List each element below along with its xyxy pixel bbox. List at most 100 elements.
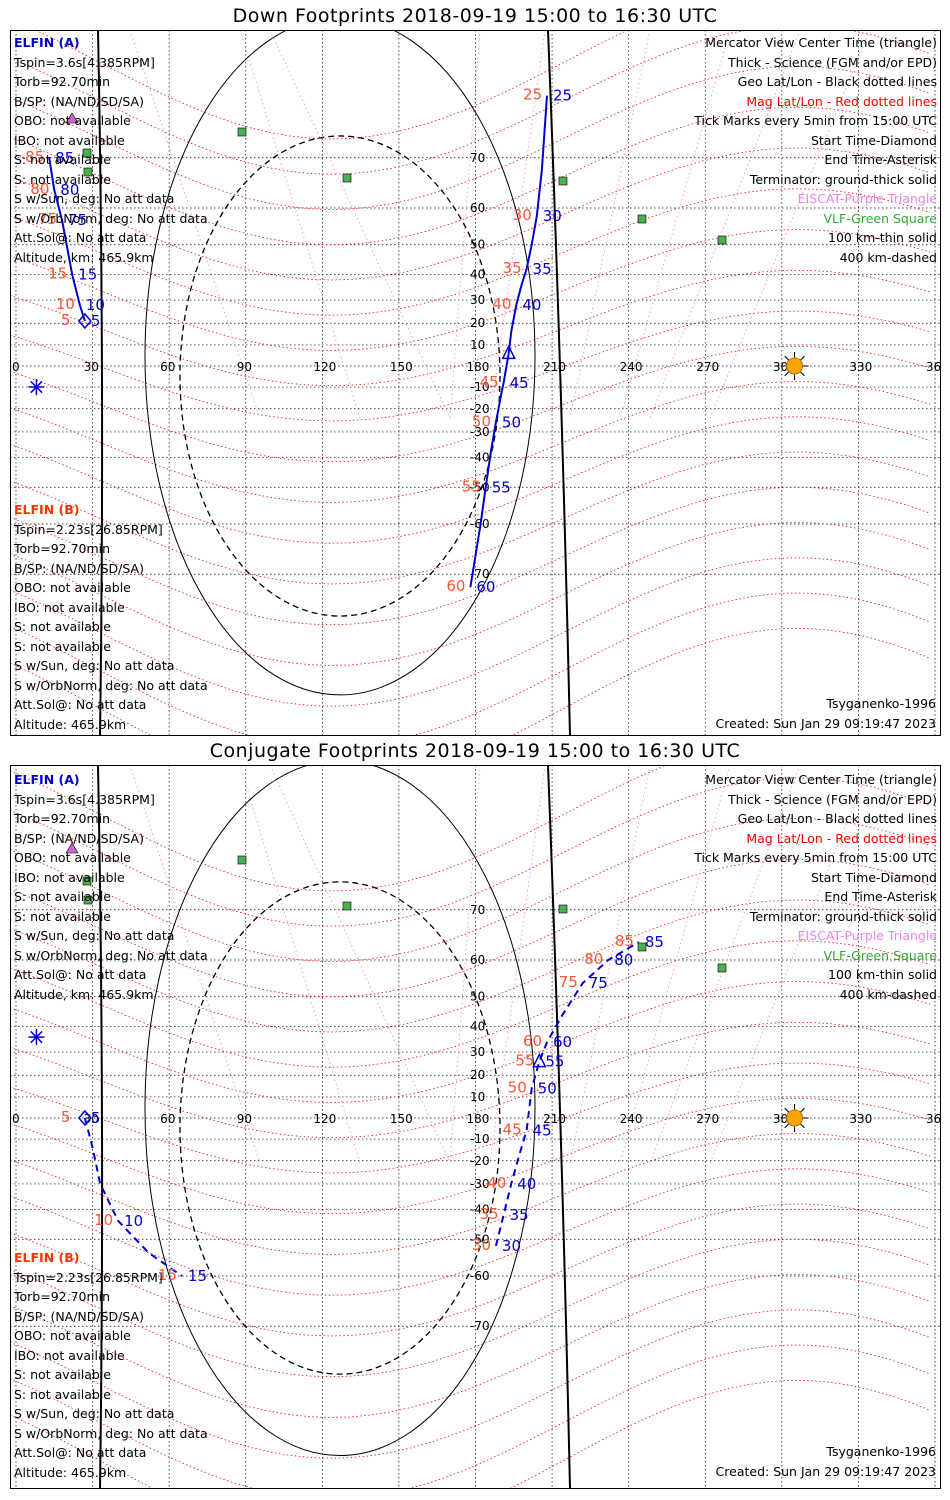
track-tick-label-mag: 15 <box>158 1266 177 1284</box>
elfin-a-line: Altitude, km: 465.9km <box>14 249 154 265</box>
elfin-b-line: IBO: not available <box>14 1347 125 1363</box>
x-tick-label: 180 <box>467 1112 490 1126</box>
orbit-track <box>83 1117 183 1277</box>
track-tick-label-mag: 25 <box>523 86 542 104</box>
elfin-a-label: ELFIN (A) <box>14 772 80 787</box>
vlf-green-square <box>82 148 92 158</box>
geo-grid <box>10 30 941 736</box>
elfin-a-line: S w/OrbNorm, deg: No att data <box>14 947 208 963</box>
elfin-b-line: S: not available <box>14 1386 111 1402</box>
vlf-green-square <box>82 876 92 886</box>
x-tick-label: 150 <box>390 1112 413 1126</box>
track-tick-label: 50 <box>502 413 521 431</box>
mag-meridian <box>239 765 361 1164</box>
track-tick-label: 75 <box>68 211 87 229</box>
track-tick-label: 60 <box>553 1033 572 1051</box>
mag-latitude-line <box>10 1133 931 1255</box>
legend-item: Tick Marks every 5min from 15:00 UTC <box>694 113 937 128</box>
y-tick-label: -40 <box>470 451 490 465</box>
track-tick-label: 30 <box>543 207 562 225</box>
vlf-green-square <box>637 942 647 952</box>
terminator-east <box>547 765 571 1489</box>
model-label: Tsyganenko-1996 <box>826 1444 936 1459</box>
vlf-stations <box>82 855 727 973</box>
mag-meridians <box>129 30 871 419</box>
mag-latitude-line <box>10 981 931 1103</box>
track-tick-label-mag: 35 <box>503 259 522 277</box>
mag-latitude-line <box>10 1097 931 1215</box>
legend-item: Mag Lat/Lon - Red dotted lines <box>746 830 937 846</box>
legend-item: Thick - Science (FGM and/or EPD) <box>728 54 937 70</box>
track-tick-label-mag: 40 <box>492 295 511 313</box>
x-tick-label: 330 <box>849 360 872 374</box>
track-tick-label: 15 <box>188 1267 207 1285</box>
fov-400km <box>179 135 501 617</box>
x-tick-label: 240 <box>620 360 643 374</box>
start-diamond <box>77 1109 92 1127</box>
y-tick-label: 20 <box>470 316 485 330</box>
y-tick-label: 60 <box>470 201 485 215</box>
vlf-stations <box>82 127 727 245</box>
elfin-b-line: B/SP: (NA/ND/SD/SA) <box>14 1308 144 1324</box>
track-tick-label-mag: 80 <box>30 180 49 198</box>
x-tick-label: 360 <box>926 1112 941 1126</box>
track-tick-label: 45 <box>510 374 529 392</box>
elfin-a-line: S: not available <box>14 908 111 924</box>
elfin-b-line: Torb=92.70min <box>14 1289 111 1304</box>
x-tick-label: 60 <box>160 1112 175 1126</box>
track-tick-label-mag: 50 <box>508 1078 527 1096</box>
elfin-a-line: Tspin=3.6s[4.385RPM] <box>14 791 155 807</box>
elfin-a-line: Att.Sol@: No att data <box>14 230 147 245</box>
elfin-b-line: S w/OrbNorm, deg: No att data <box>14 677 208 693</box>
track-tick-label-mag: 5 <box>61 1108 71 1126</box>
mag-latitude-line <box>10 818 931 962</box>
mag-meridian <box>239 30 361 419</box>
elfin-a-line: Att.Sol@: No att data <box>14 967 147 982</box>
end-asterisk <box>28 379 45 396</box>
vlf-green-square <box>717 235 727 245</box>
mag-meridian <box>449 30 481 419</box>
elfin-a-line: OBO: not available <box>14 113 131 128</box>
mag-latitude-line <box>34 30 629 140</box>
y-tick-label: -70 <box>470 567 490 581</box>
track-tick-label-mag: 80 <box>584 950 603 968</box>
elfin-b-line: IBO: not available <box>14 599 125 615</box>
track-tick-label-mag: 85 <box>25 148 44 166</box>
y-tick-label: -20 <box>470 402 490 416</box>
down-footprints-panel: Down Footprints 2018-09-19 15:00 to 16:3… <box>0 0 950 740</box>
y-tick-label: 60 <box>470 953 485 967</box>
elfin-a-line: S: not available <box>14 171 111 187</box>
y-tick-label: 30 <box>470 1045 485 1059</box>
track-tick-label: 10 <box>86 296 105 314</box>
legend-item: Tick Marks every 5min from 15:00 UTC <box>694 850 937 865</box>
y-tick-label: 70 <box>470 151 485 165</box>
mag-latitude-line <box>10 1379 931 1489</box>
start-diamond <box>77 312 92 330</box>
track-tick-label-mag: 15 <box>48 264 67 282</box>
created-timestamp: Created: Sun Jan 29 09:19:47 2023 <box>715 716 936 731</box>
x-tick-label: 240 <box>620 1112 643 1126</box>
legend: Mercator View Center Time (triangle) Thi… <box>694 770 937 1004</box>
vlf-green-square <box>83 167 93 177</box>
center-time-triangle <box>532 1052 547 1068</box>
track-tick-label: 5 <box>91 1109 101 1127</box>
y-tick-label: -10 <box>470 1132 490 1146</box>
orbit-track <box>48 157 86 322</box>
vlf-green-square <box>637 214 647 224</box>
y-tick-label: 40 <box>470 267 485 281</box>
track-tick-label-mag: 35 <box>480 1205 499 1223</box>
track-tick-label: 30 <box>502 1237 521 1255</box>
sun-disc <box>786 357 804 375</box>
track-tick-label-mag: 10 <box>94 1211 113 1229</box>
elfin-b-line: OBO: not available <box>14 1328 131 1343</box>
track-tick-label: 60 <box>476 578 495 596</box>
track-tick-label-mag: 30 <box>472 1236 491 1254</box>
mag-meridian <box>619 765 731 1164</box>
elfin-a-label: ELFIN (A) <box>14 35 80 50</box>
y-tick-label: -30 <box>470 1177 490 1191</box>
asterisk-stroke <box>30 1030 43 1044</box>
track-tick-label: 35 <box>533 260 552 278</box>
mag-latitude-line <box>10 345 931 463</box>
x-tick-label: 180 <box>467 360 490 374</box>
elfin-b-line: Torb=92.70min <box>14 541 111 556</box>
